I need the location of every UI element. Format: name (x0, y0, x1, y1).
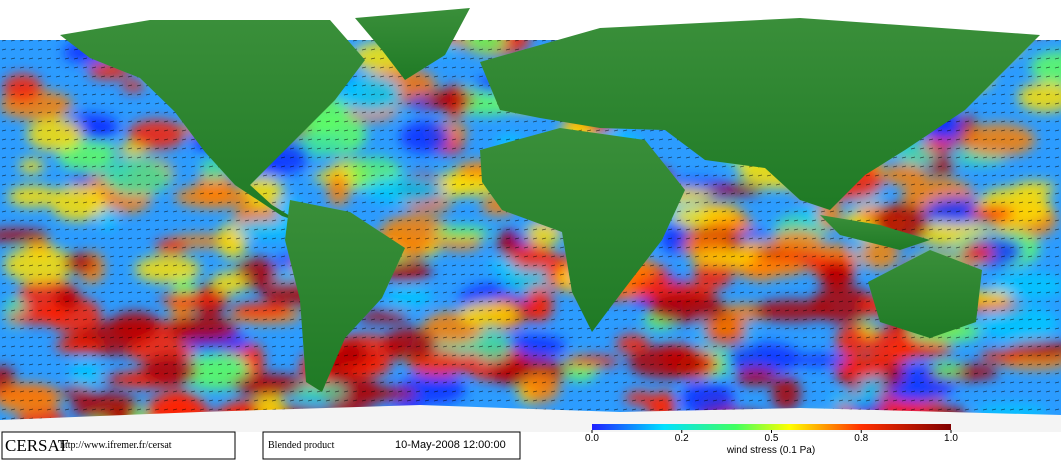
colorbar-tick-label: 1.0 (944, 433, 958, 444)
africa (480, 128, 685, 332)
greenland (355, 8, 470, 80)
colorbar-tick-label: 0.8 (854, 433, 868, 444)
product-box (262, 431, 521, 460)
indonesia (820, 215, 930, 250)
colorbar-tick-label: 0.5 (765, 433, 779, 444)
colorbar-tick-label: 0.0 (585, 433, 599, 444)
logo: CERSAT (5, 436, 69, 455)
colorbar-tick-label: 0.2 (675, 433, 689, 444)
colorbar-label: wind stress (0.1 Pa) (726, 445, 815, 456)
product: Blended product (268, 440, 335, 451)
eurasia (480, 18, 1040, 210)
north-america (60, 20, 365, 222)
australia (868, 250, 982, 338)
continents (60, 8, 1040, 392)
south-america (285, 200, 405, 392)
colorbar (592, 424, 951, 430)
datetime: 10-May-2008 12:00:00 (395, 439, 506, 451)
logo-box (1, 431, 236, 460)
url: http://www.ifremer.fr/cersat (60, 440, 172, 451)
